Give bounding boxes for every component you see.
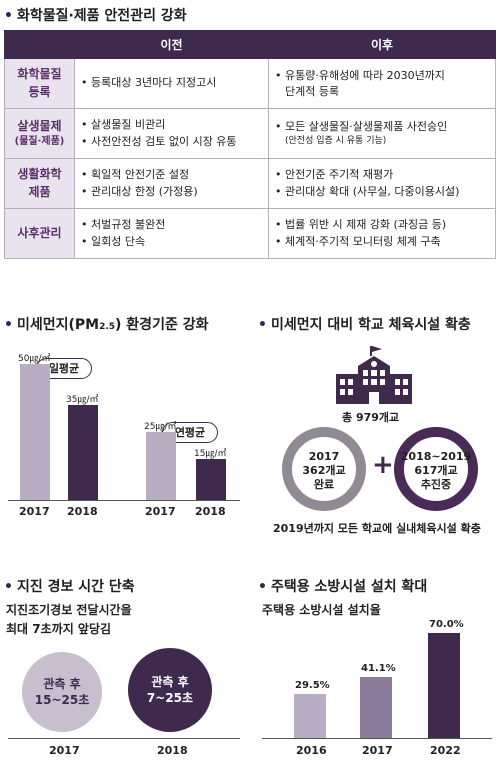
in-progress-ring [394, 427, 478, 511]
completed-ring-label: 2017 362개교 완료 [302, 450, 346, 491]
pm-bar [20, 363, 50, 500]
pm-bar-label: 50㎍/㎥ [18, 353, 51, 364]
fire-bar [294, 693, 326, 738]
table-row: 화학물질 등록 • 등록대상 3년마다 지정고시 • 유통량·유해성에 따라 203… [4, 58, 496, 109]
category-cell: 살생물제 (물질·제품) [4, 108, 75, 159]
chem-section-title: • 화학물질·제품 안전관리 강화 [4, 8, 187, 24]
fire-bar [428, 633, 460, 738]
pm-year-label: 2017 [145, 505, 176, 518]
pm-bar [196, 459, 226, 500]
header-before: 이전 [74, 30, 269, 59]
before-cell: • 살생물질 비관리 • 사전안전성 검토 없이 시장 유통 [74, 108, 269, 159]
category-cell: 생활화학 제품 [4, 158, 75, 209]
pm-bar-label: 25㎍/㎥ [144, 421, 177, 432]
chem-comparison-table: 이전 이후 화학물질 등록 • 등록대상 3년마다 지정고시 • 유통량·유해성에 … [4, 30, 496, 259]
table-row: 살생물제 (물질·제품) • 살생물질 비관리 • 사전안전성 검토 없이 시장 유… [4, 108, 496, 159]
pm-chart: 일평균 연평균 50㎍/㎥ 2017 35㎍/㎥ 2018 25㎍/㎥ 2017 15㎍/㎥… [8, 350, 240, 522]
pm-bar [146, 431, 176, 500]
table-row: 사후관리 • 처벌규정 불완전 • 일회성 단속 • 법률 위반 시 제재 강화 (과… [4, 208, 496, 259]
table-header-row: 이전 이후 [4, 30, 496, 59]
fire-bar-label: 29.5% [295, 679, 330, 691]
school-note: 2019년까지 모든 학교에 실내체육시설 확충 [273, 522, 481, 535]
after-cell: • 유통량·유해성에 따라 2030년까지 단계적 등록 [268, 58, 496, 109]
header-corner [4, 30, 75, 59]
pm-bar-label: 35㎍/㎥ [66, 394, 99, 405]
pm-baseline [8, 500, 240, 501]
in-progress-ring-label: 2018~2019 617개교 추진중 [400, 450, 472, 491]
quake-2017-circle: 관측 후 15~25초 [22, 652, 102, 732]
school-section-title: • 미세먼지 대비 학교 체육시설 확충 [258, 317, 471, 333]
fire-chart: 29.5% 41.1% 70.0% [262, 619, 492, 739]
school-building-icon [336, 346, 412, 404]
pm-year-label: 2017 [19, 505, 50, 518]
header-after: 이후 [268, 30, 496, 59]
after-cell: • 법률 위반 시 제재 강화 (과징금 등) • 체계적·주기적 모니터링 체계 … [268, 208, 496, 259]
fire-section-title: • 주택용 소방시설 설치 확대 [258, 579, 428, 595]
quake-year-2018: 2018 [157, 744, 188, 757]
quake-year-2017: 2017 [49, 744, 80, 757]
pm-year-label: 2018 [67, 505, 98, 518]
plus-icon: + [372, 450, 394, 480]
quake-2018-circle: 관측 후 7~25초 [128, 648, 212, 732]
before-cell: • 획일적 안전기준 설정 • 관리대상 한정 (가정용) [74, 158, 269, 209]
fire-subtitle: 주택용 소방시설 설치율 [262, 603, 381, 617]
fire-year-label: 2022 [430, 744, 461, 757]
fire-baseline [262, 738, 492, 739]
fire-year-label: 2017 [362, 744, 393, 757]
quake-description: 지진조기경보 전달시간을 최대 7초까지 앞당김 [6, 603, 132, 636]
after-cell: • 모든 살생물질·살생물제품 사전승인 (안전성 입증 시 유통 기능) [268, 108, 496, 159]
before-cell: • 처벌규정 불완전 • 일회성 단속 [74, 208, 269, 259]
table-row: 생활화학 제품 • 획일적 안전기준 설정 • 관리대상 한정 (가정용) • 안전기… [4, 158, 496, 209]
fire-bar-label: 41.1% [361, 662, 396, 674]
fire-bar [360, 676, 392, 738]
yearly-average-pill: 연평균 [162, 422, 218, 443]
completed-ring [282, 427, 366, 511]
pm-bar [68, 404, 98, 500]
school-total: 총 979개교 [342, 411, 400, 424]
after-cell: • 안전기준 주기적 재평가 • 관리대상 확대 (사무실, 다중이용시설) [268, 158, 496, 209]
pm-year-label: 2018 [195, 505, 226, 518]
fire-year-label: 2016 [296, 744, 327, 757]
quake-baseline [8, 738, 240, 739]
daily-average-pill: 일평균 [36, 358, 92, 379]
pm-bar-label: 15㎍/㎥ [194, 449, 227, 460]
category-cell: 사후관리 [4, 208, 75, 259]
quake-section-title: • 지진 경보 시간 단축 [4, 579, 135, 595]
fire-bar-label: 70.0% [429, 619, 464, 631]
pm-section-title: • 미세먼지(PM2.5) 환경기준 강화 [4, 317, 209, 333]
before-cell: • 등록대상 3년마다 지정고시 [74, 58, 269, 109]
category-cell: 화학물질 등록 [4, 58, 75, 109]
